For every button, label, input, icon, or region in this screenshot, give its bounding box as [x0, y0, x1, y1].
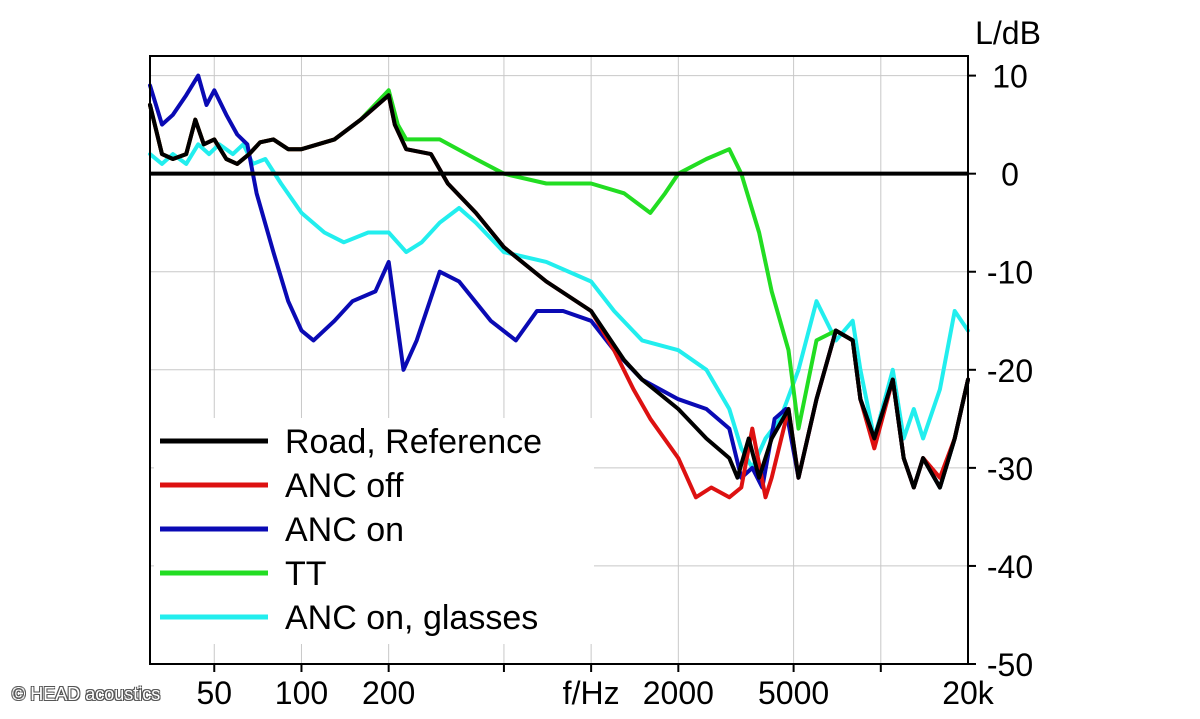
y-tick-label: 10 — [992, 59, 1028, 95]
y-tick-label: 0 — [1001, 157, 1019, 193]
y-tick-labels: 10 0 -10 -20 -30 -40 -50 — [968, 59, 1033, 683]
series-line-0 — [148, 93, 970, 490]
legend-label: TT — [285, 555, 327, 593]
series-line-4 — [148, 142, 970, 470]
x-tick-label: 5000 — [758, 675, 829, 711]
y-tick-label: -40 — [987, 549, 1033, 585]
y-tick-label: -10 — [987, 255, 1033, 291]
y-axis-label: L/dB — [975, 15, 1041, 51]
legend-label: Road, Reference — [285, 423, 542, 461]
copyright-credit: © HEAD acoustics — [12, 684, 161, 704]
legend: Road, Reference ANC off ANC on TT ANC on, gl… — [160, 423, 542, 637]
y-tick-label: -30 — [987, 451, 1033, 487]
plot-frame — [149, 55, 969, 665]
legend-label: ANC off — [285, 467, 404, 505]
x-axis-label: f/Hz — [563, 675, 620, 711]
series-layer — [148, 73, 970, 500]
x-tick-label: 200 — [362, 675, 415, 711]
x-tick-label: 50 — [196, 675, 232, 711]
y-tick-label: -50 — [987, 647, 1033, 683]
x-tick-label: 20k — [942, 675, 995, 711]
x-tick-labels: 50 100 200 2000 5000 20k f/Hz — [196, 664, 995, 711]
legend-label: ANC on, glasses — [285, 599, 538, 637]
y-tick-label: -20 — [987, 353, 1033, 389]
x-tick-label: 2000 — [643, 675, 714, 711]
legend-label: ANC on — [285, 511, 404, 549]
x-tick-label: 100 — [275, 675, 328, 711]
